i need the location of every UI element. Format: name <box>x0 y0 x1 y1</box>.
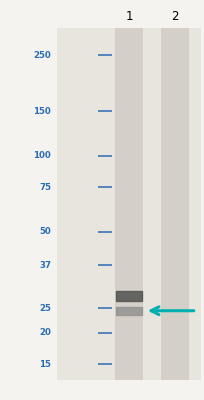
Text: 100: 100 <box>33 151 51 160</box>
Bar <box>160 28 188 380</box>
Text: 15: 15 <box>39 360 51 369</box>
Text: 150: 150 <box>33 107 51 116</box>
Text: 50: 50 <box>39 228 51 236</box>
Text: 2: 2 <box>171 10 178 23</box>
Text: 20: 20 <box>39 328 51 337</box>
Text: 1: 1 <box>125 10 132 23</box>
Text: 25: 25 <box>39 304 51 313</box>
Text: 37: 37 <box>39 260 51 270</box>
Bar <box>114 28 143 380</box>
Text: 75: 75 <box>39 183 51 192</box>
Text: 250: 250 <box>33 51 51 60</box>
